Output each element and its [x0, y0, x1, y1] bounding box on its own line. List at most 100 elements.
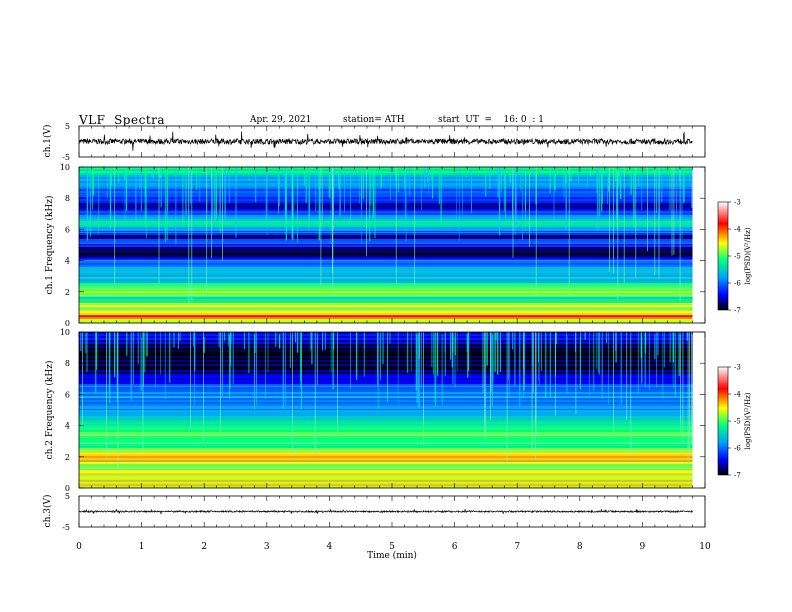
- spectrogram-row: [79, 440, 693, 443]
- spectrogram-row: [79, 179, 693, 182]
- spectrogram-row: [79, 313, 693, 316]
- spectrogram-row: [79, 317, 693, 320]
- spectrogram-row: [79, 239, 693, 242]
- x-tick-label: 2: [201, 542, 207, 552]
- spectrogram-row: [79, 478, 693, 481]
- spectrogram-row: [79, 173, 693, 176]
- y-tick-label: 0: [65, 319, 70, 328]
- spectrogram-row: [79, 257, 693, 260]
- spectrogram-row: [79, 219, 693, 222]
- spectrogram-row: [79, 430, 693, 433]
- spectrogram-row: [79, 418, 693, 421]
- spectrogram-row: [79, 332, 693, 335]
- spectrogram-row: [79, 342, 693, 345]
- spectrogram-row: [79, 432, 693, 435]
- x-tick-label: 4: [327, 542, 333, 552]
- spectrogram-row: [79, 426, 693, 429]
- spectrogram-row: [79, 438, 693, 441]
- spectrogram-row: [79, 360, 693, 363]
- spectrogram-row: [79, 305, 693, 308]
- no-data-region: [692, 167, 705, 323]
- colorbar-tick-label: -3: [734, 364, 741, 372]
- spectrogram-row: [79, 265, 693, 268]
- spectrogram-row: [79, 263, 693, 266]
- spectrogram-row: [79, 412, 693, 415]
- spectrogram-row: [79, 217, 693, 220]
- y-tick-label: 10: [60, 163, 70, 172]
- spectrogram-row: [79, 436, 693, 439]
- spectrogram-row: [79, 336, 693, 339]
- spectrogram-row: [79, 378, 693, 381]
- spectrogram-row: [79, 297, 693, 300]
- spectrogram-row: [79, 450, 693, 453]
- start-time-label: start UT = 16: 0 : 1: [438, 115, 544, 125]
- spectrogram-row: [79, 245, 693, 248]
- spectrogram-row: [79, 189, 693, 192]
- colorbar-tick-label: -6: [734, 445, 741, 453]
- spectrogram-row: [79, 261, 693, 264]
- spectrogram-row: [79, 285, 693, 288]
- spectrogram-row: [79, 187, 693, 190]
- spectrogram-row: [79, 384, 693, 387]
- ch3-waveform-plot: [78, 508, 693, 515]
- y-tick-label: 6: [65, 390, 70, 399]
- spectrogram-row: [79, 348, 693, 351]
- spectrogram-row: [79, 211, 693, 214]
- spectrogram-row: [79, 480, 693, 483]
- spectrogram-row: [79, 207, 693, 210]
- spectrogram-row: [79, 171, 693, 174]
- spectrogram-row: [79, 167, 693, 170]
- spectrogram-row: [79, 400, 693, 403]
- spectrogram-row: [79, 422, 693, 425]
- spectrogram-row: [79, 382, 693, 385]
- spectrogram-row: [79, 311, 693, 314]
- y-tick-label: 6: [65, 225, 70, 234]
- ch2-colorbar: [717, 366, 729, 476]
- spectrogram-row: [79, 309, 693, 312]
- x-tick-label: 8: [577, 542, 583, 552]
- spectrogram-row: [79, 380, 693, 383]
- spectrogram-row: [79, 205, 693, 208]
- colorbar-tick-label: -7: [734, 307, 741, 315]
- ch1-spectrogram: [78, 167, 705, 324]
- colorbar-tick-label: -3: [734, 199, 741, 207]
- spectrogram-row: [79, 446, 693, 449]
- y-tick-label: -5: [62, 523, 70, 532]
- spectrogram-row: [79, 452, 693, 455]
- spectrogram-row: [79, 209, 693, 212]
- spectrogram-row: [79, 458, 693, 461]
- x-tick-label: 3: [264, 542, 270, 552]
- spectrogram-row: [79, 456, 693, 459]
- spectrogram-row: [79, 273, 693, 276]
- colorbar-tick-label: -7: [734, 472, 741, 480]
- x-tick-label: 0: [76, 542, 82, 552]
- spectrogram-row: [79, 474, 693, 477]
- spectrogram-row: [79, 464, 693, 467]
- waveform-trace: [78, 131, 693, 151]
- spectrogram-row: [79, 334, 693, 337]
- waveform-trace: [78, 508, 693, 515]
- spectrogram-row: [79, 181, 693, 184]
- spectrogram-row: [79, 350, 693, 353]
- spectrogram-row: [79, 416, 693, 419]
- spectrogram-row: [79, 354, 693, 357]
- spectrogram-row: [79, 233, 693, 236]
- date-label: Apr. 29, 2021: [250, 115, 312, 125]
- x-tick-label: 5: [389, 542, 395, 552]
- y-tick-label: 2: [65, 288, 70, 297]
- x-tick-label: 1: [139, 542, 145, 552]
- spectrogram-row: [79, 191, 693, 194]
- spectrogram-row: [79, 199, 693, 202]
- spectrogram-row: [79, 201, 693, 204]
- spectrogram-row: [79, 344, 693, 347]
- y-tick-label: 8: [65, 194, 70, 203]
- spectrogram-row: [79, 402, 693, 405]
- spectrogram-row: [79, 223, 693, 226]
- spectrogram-row: [79, 315, 693, 318]
- spectrogram-row: [79, 279, 693, 282]
- spectrogram-row: [79, 235, 693, 238]
- spectrogram-row: [79, 227, 693, 230]
- spectrogram-row: [79, 376, 693, 379]
- colorbar-tick-label: -6: [734, 280, 741, 288]
